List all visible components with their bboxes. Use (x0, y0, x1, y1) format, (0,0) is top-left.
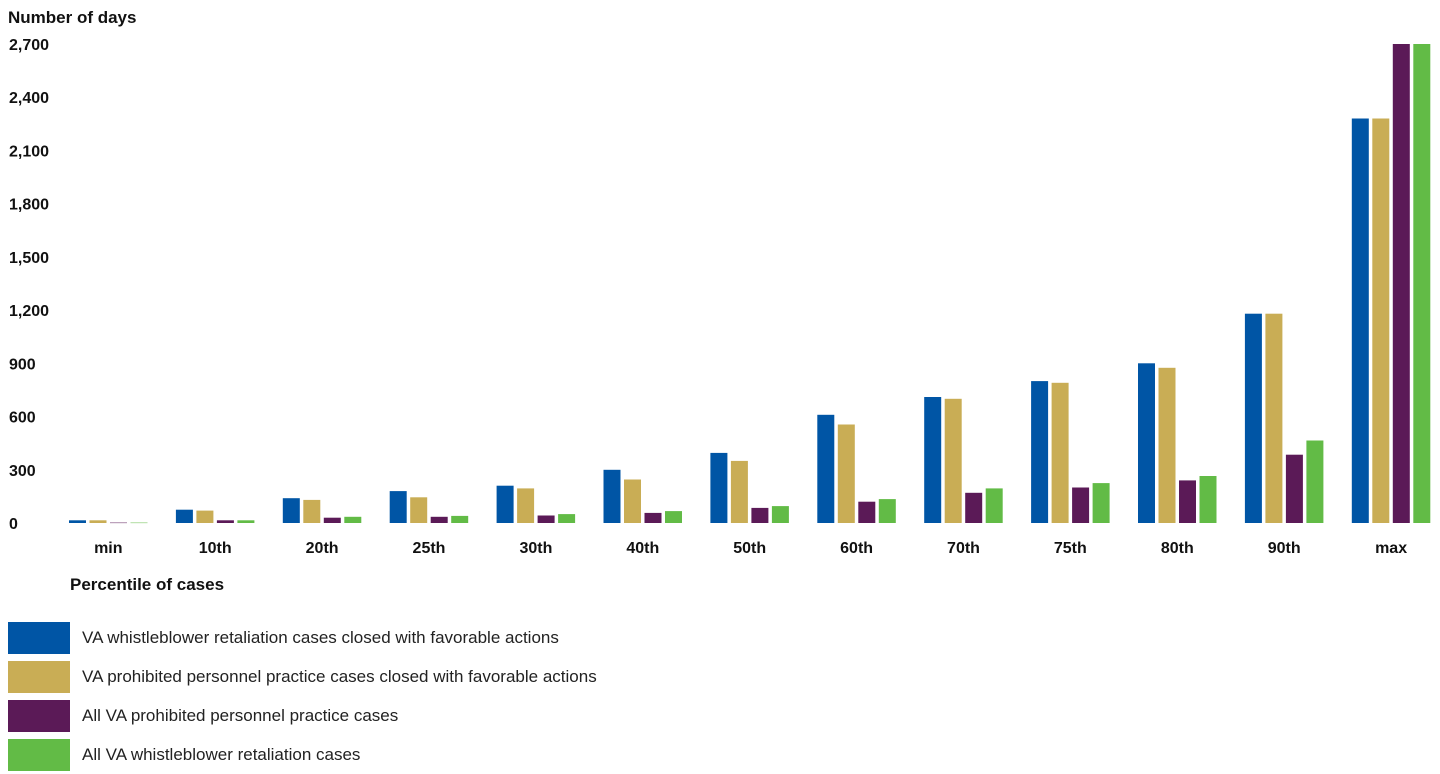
x-tick-label: 25th (413, 540, 446, 557)
bar (730, 460, 748, 523)
x-tick-label: 20th (306, 540, 339, 557)
bar (1392, 44, 1410, 523)
bar (1306, 440, 1324, 523)
bar (130, 522, 148, 524)
bar (1138, 363, 1155, 523)
bar (751, 507, 769, 523)
x-tick-label: min (94, 540, 122, 557)
x-tick-label: 75th (1054, 540, 1087, 557)
x-tick-label: 90th (1268, 540, 1301, 557)
bar (1051, 382, 1069, 523)
bar (1285, 454, 1303, 523)
y-tick-label: 300 (9, 463, 36, 480)
bar (89, 520, 107, 523)
bar (665, 511, 682, 523)
bar (624, 479, 641, 523)
bar (196, 510, 214, 523)
legend-item: VA whistleblower retaliation cases close… (8, 618, 597, 657)
bar (817, 414, 835, 523)
x-tick-label: 30th (519, 540, 552, 557)
x-tick-label: 10th (199, 540, 232, 557)
bar (1031, 381, 1049, 523)
x-axis-label: Percentile of cases (70, 575, 224, 594)
x-tick-label: 40th (626, 540, 659, 557)
bar (1244, 313, 1262, 523)
bar (537, 515, 555, 523)
legend-label: All VA whistleblower retaliation cases (82, 744, 361, 764)
bar (924, 397, 942, 523)
bar (1179, 480, 1196, 523)
y-axis-label: Number of days (8, 8, 136, 27)
bar (603, 469, 621, 523)
bar-chart: Number of days 0 300 600 900 1,200 1,500 1,800… (8, 8, 1431, 594)
y-tick-label: 2,400 (9, 90, 49, 107)
y-tick-label: 900 (9, 356, 36, 373)
legend-item: All VA prohibited personnel practice cas… (8, 696, 597, 735)
bar (517, 488, 535, 523)
y-axis-ticks: 0 300 600 900 1,200 1,500 1,800 2,100 2,400 2,700 (9, 37, 49, 533)
bar (282, 498, 300, 523)
bar (344, 516, 362, 523)
y-tick-label: 1,800 (9, 197, 49, 214)
legend-swatch (8, 699, 70, 732)
x-tick-label: 60th (840, 540, 873, 557)
y-tick-label: 600 (9, 410, 36, 427)
bar (1199, 476, 1217, 523)
legend: VA whistleblower retaliation cases close… (8, 618, 597, 774)
legend-swatch (8, 621, 70, 654)
y-tick-label: 1,200 (9, 303, 49, 320)
bar (323, 517, 341, 523)
bar (644, 512, 662, 523)
legend-label: All VA prohibited personnel practice cas… (82, 705, 399, 725)
x-tick-label: max (1375, 540, 1407, 557)
bar (1413, 44, 1431, 523)
bar (1265, 313, 1283, 523)
legend-label: VA whistleblower retaliation cases close… (82, 627, 559, 647)
bar (216, 520, 234, 523)
bar (1372, 118, 1390, 523)
bar (1072, 487, 1090, 523)
x-tick-label: 50th (733, 540, 766, 557)
bars (69, 44, 1431, 524)
bar (451, 515, 469, 523)
x-tick-label: 80th (1161, 540, 1194, 557)
y-tick-label: 2,100 (9, 143, 49, 160)
bar (110, 522, 127, 524)
bar (237, 520, 255, 523)
bar (1092, 483, 1110, 523)
bar (69, 520, 86, 523)
bar (1351, 118, 1369, 523)
legend-swatch (8, 660, 70, 693)
bar (837, 424, 855, 523)
bar (944, 398, 962, 523)
x-tick-label: 70th (947, 540, 980, 557)
legend-label: VA prohibited personnel practice cases c… (82, 666, 597, 686)
bar (496, 485, 514, 523)
bar (175, 509, 193, 523)
y-tick-label: 1,500 (9, 250, 49, 267)
legend-item: All VA whistleblower retaliation cases (8, 735, 597, 774)
bar (710, 452, 728, 523)
legend-swatch (8, 738, 70, 771)
y-tick-label: 2,700 (9, 37, 49, 54)
bar (985, 488, 1003, 523)
bar (430, 516, 448, 523)
bar (878, 499, 896, 523)
x-axis-ticks: min 10th 20th 25th 30th 40th 50th 60th 70th 75th 8… (94, 540, 1407, 557)
bar (410, 497, 428, 523)
bar (771, 506, 789, 523)
bar (558, 514, 576, 523)
bar (965, 492, 983, 523)
bar (1158, 367, 1176, 523)
bar (389, 491, 407, 523)
bar (303, 499, 321, 523)
bar (858, 501, 876, 523)
legend-item: VA prohibited personnel practice cases c… (8, 657, 597, 696)
y-tick-label: 0 (9, 516, 18, 533)
